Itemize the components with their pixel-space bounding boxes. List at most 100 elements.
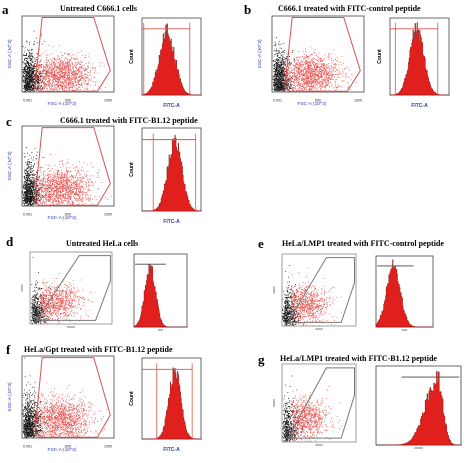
panel-letter-a: a — [2, 2, 9, 17]
gate-polygon — [34, 17, 111, 92]
x-tick-label: 0.001 — [23, 213, 32, 217]
x-tick-label: 1000 — [104, 445, 112, 449]
scatter-group — [273, 363, 357, 446]
histogram-distribution — [376, 371, 462, 446]
panel-title-c: C666.1 treated with FITC-B1.12 peptide — [60, 116, 198, 125]
panel-letter-c: c — [6, 114, 12, 129]
ungated-events — [272, 37, 303, 93]
y-axis-label: Count — [129, 391, 135, 406]
gate-polygon — [35, 255, 111, 321]
x-tick-label: 0.001 — [23, 445, 32, 449]
x-axis-label: FITC-A — [163, 103, 180, 109]
x-tick-label: 1000 — [354, 99, 362, 103]
plot-frame — [21, 355, 115, 439]
gated-events — [283, 46, 357, 93]
panel-letter-f: f — [6, 342, 11, 357]
scatter-group — [21, 251, 113, 328]
scatter-group: FSC-A (10^3) SSC-A (10^3) 0.001 500 1000 — [257, 15, 365, 107]
scatter-plot-g — [273, 363, 357, 446]
scatter-plot-c: FSC-A (10^3) SSC-A (10^3) 0.001 500 1000 — [7, 125, 115, 221]
histogram-c: FITC-A Count — [129, 127, 202, 225]
x-tick-label: 0.001 — [273, 99, 282, 103]
histogram-distribution — [142, 134, 202, 212]
histogram-e — [375, 255, 434, 331]
x-axis-label: FSC-A (10^3) — [48, 215, 77, 221]
panel-title-e: HeLa/LMP1 treated with FITC-control pept… — [282, 239, 444, 248]
x-tick-label: 500 — [65, 213, 71, 217]
scatter-plot-f: FSC-A (10^3) SSC-A (10^3) 0.001 500 1000 — [7, 355, 115, 453]
ungated-events — [22, 357, 48, 438]
y-axis-label: SSC-A (10^3) — [257, 39, 263, 69]
histogram-group: FITC-A Count — [129, 127, 202, 225]
gate-polygon — [284, 17, 361, 92]
panel-letter-e: e — [258, 236, 264, 251]
histogram-group — [375, 255, 434, 331]
scatter-plot-d — [21, 251, 113, 328]
y-axis-label: Count — [377, 49, 383, 64]
panel-letter-g: g — [258, 352, 265, 367]
scatter-group: FSC-A (10^3) SSC-A (10^3) 0.001 500 1000 — [7, 15, 115, 107]
gated-events — [33, 44, 106, 93]
x-axis-label: FSC-A (10^3) — [298, 101, 327, 107]
y-axis-label: SSC-A (10^3) — [7, 39, 13, 69]
x-tick-label: 0.001 — [23, 99, 32, 103]
histogram-group: FITC-A Count — [377, 17, 450, 109]
ungated-events — [30, 256, 54, 324]
gated-events — [33, 154, 112, 207]
x-tick-label: 500 — [65, 445, 71, 449]
plot-frame — [21, 125, 115, 207]
panel-letter-b: b — [244, 2, 252, 17]
x-axis-label: FSC-A (10^3) — [48, 101, 77, 107]
panel-letter-d: d — [6, 234, 14, 249]
gated-events — [33, 382, 115, 439]
scatter-group: FSC-A (10^3) SSC-A (10^3) 0.001 500 1000 — [7, 355, 115, 453]
histogram-distribution — [141, 23, 202, 96]
plot-frame — [21, 15, 115, 93]
scatter-plot-b: FSC-A (10^3) SSC-A (10^3) 0.001 500 1000 — [257, 15, 365, 107]
x-axis-label: FITC-A — [411, 103, 428, 109]
x-tick-label: 1000 — [104, 213, 112, 217]
panel-title-g: HeLa/LMP1 treated with FITC-B1.12 peptid… — [280, 354, 437, 363]
y-axis-label: Count — [129, 49, 135, 64]
y-axis-label: SSC-A (10^3) — [7, 151, 13, 181]
panel-title-d: Untreated HeLa cells — [66, 239, 139, 248]
scatter-plot-e — [273, 253, 357, 330]
y-axis-label: Count — [129, 162, 135, 177]
panel-title-f: HeLa/Gpt treated with FITC-B1.12 peptide — [24, 345, 173, 354]
gate-polygon — [287, 367, 355, 439]
histogram-group — [133, 253, 188, 331]
histogram-distribution — [133, 264, 188, 328]
histogram-distribution — [375, 259, 434, 328]
gate-polygon — [34, 357, 111, 438]
gated-events — [40, 272, 94, 325]
histogram-distribution — [389, 22, 450, 96]
histogram-f: FITC-A Count — [129, 357, 202, 453]
histogram-b: FITC-A Count — [377, 17, 450, 109]
panel-title-a: Untreated C666.1 cells — [60, 4, 137, 13]
x-tick-label: 500 — [315, 99, 321, 103]
histogram-group: FITC-A Count — [129, 357, 202, 453]
histogram-d — [133, 253, 188, 331]
histogram-g — [375, 365, 462, 449]
x-tick-label: 500 — [65, 99, 71, 103]
gated-events — [290, 267, 342, 327]
scatter-group — [273, 253, 357, 330]
plot-frame — [29, 251, 113, 325]
ungated-events — [282, 375, 303, 443]
x-tick-label: 1000 — [104, 99, 112, 103]
gate-polygon — [34, 127, 111, 206]
histogram-group: FITC-A Count — [129, 17, 202, 109]
panel-title-b: C666.1 treated with FITC-control peptide — [278, 4, 421, 13]
histogram-group — [375, 365, 462, 449]
histogram-distribution — [142, 367, 202, 440]
scatter-plot-a: FSC-A (10^3) SSC-A (10^3) 0.001 500 1000 — [7, 15, 115, 107]
plot-frame — [281, 363, 357, 443]
x-axis-label: FITC-A — [163, 447, 180, 453]
x-axis-label: FITC-A — [163, 219, 180, 225]
scatter-group: FSC-A (10^3) SSC-A (10^3) 0.001 500 1000 — [7, 125, 115, 221]
x-axis-label: FSC-A (10^3) — [48, 447, 77, 453]
gate-polygon — [287, 257, 355, 323]
histogram-a: FITC-A Count — [129, 17, 202, 109]
gated-events — [290, 385, 347, 443]
y-axis-label: SSC-A (10^3) — [7, 382, 13, 412]
